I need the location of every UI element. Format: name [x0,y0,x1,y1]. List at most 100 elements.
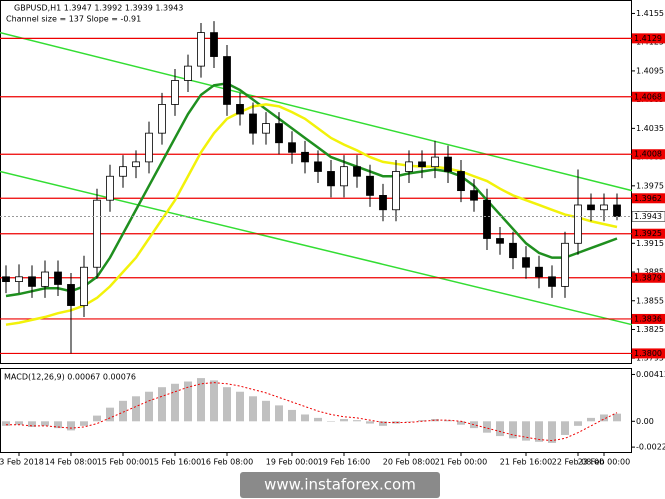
macd-bar [509,421,517,439]
candle-body [210,32,218,57]
candle-body [28,276,36,287]
macd-bar [522,421,530,441]
candle-body [54,271,62,285]
macd-bar [600,414,608,422]
level-tag [632,33,665,44]
x-tick-label: 14 Feb 08:00 [45,458,97,467]
macd-bar [158,387,166,422]
y-tick-label: 1.4155 [636,9,664,18]
macd-bar [80,421,88,426]
y-tick-label: 1.3825 [636,325,664,334]
macd-bar [106,407,114,422]
candle-body [275,123,283,144]
candle-body [392,171,400,211]
macd-bar [2,421,10,426]
macd-bar [561,421,569,435]
candle-body [600,204,608,211]
macd-bar [197,378,205,422]
macd-bar [119,400,127,422]
x-tick-label: 19 Feb 16:00 [318,458,370,467]
candle-body [223,56,231,105]
macd-bar [613,413,621,422]
candle-body [288,142,296,153]
macd-bar [41,421,49,426]
y-tick-label: 1.3975 [636,181,664,190]
candle-body [366,175,374,196]
moving-average [5,103,618,326]
candle-body [262,123,270,134]
level-label: 1.4008 [634,150,662,159]
current-price-tag [631,211,665,222]
macd-bar [392,421,400,424]
macd-bar [314,417,322,422]
macd-bar [301,414,309,422]
level-label: 1.3800 [634,349,662,358]
macd-bar [470,421,478,429]
macd-y-tick-label: -0.00227 [636,443,665,452]
level-tag [632,272,665,283]
x-tick-label: 20 Feb 08:00 [383,458,435,467]
candle-body [444,156,452,172]
moving-average [5,82,618,298]
macd-bar [236,391,244,422]
x-tick-label: 23 Feb 00:00 [578,458,630,467]
macd-panel [0,368,632,453]
candle-body [80,266,88,306]
candle-body [249,113,257,134]
macd-title: MACD(12,26,9) 0.00067 0.00076 [4,373,136,382]
level-tag [632,91,665,102]
x-tick-label: 16 Feb 08:00 [201,458,253,467]
y-tick-label: 1.4035 [636,124,664,133]
level-label: 1.3925 [634,229,662,238]
chart-title: GBPUSD,H1 1.3947 1.3992 1.3939 1.3943 [14,4,183,13]
x-tick-label: 21 Feb 00:00 [435,458,487,467]
macd-bar [535,421,543,442]
macd-bar [275,405,283,422]
macd-bar [574,421,582,426]
candle-body [457,171,465,192]
candle-body [470,190,478,201]
macd-bar [405,421,413,422]
macd-bar [132,396,140,422]
level-label: 1.3879 [634,273,662,282]
candle-body [145,132,153,163]
level-tag [632,313,665,324]
candle-body [327,171,335,187]
candle-body [340,166,348,187]
candle-body [106,175,114,201]
macd-bar [262,400,270,422]
candle-body [119,166,127,177]
macd-bar [366,421,374,424]
watermark: www.instaforex.com [264,476,416,494]
macd-bar [418,420,426,422]
level-tag [632,193,665,204]
candle-body [353,166,361,177]
candle-body [522,257,530,268]
candle-body [2,276,10,282]
x-tick-label: 15 Feb 00:00 [97,458,149,467]
macd-bar [457,421,465,425]
candle-body [379,195,387,211]
candle-body [301,151,309,163]
candle-body [483,199,491,239]
macd-bar [67,421,75,431]
macd-bar [483,421,491,433]
candle-body [574,204,582,244]
x-tick-label: 13 Feb 2018 [0,458,44,467]
candle-body [405,161,413,172]
macd-bar [431,419,439,422]
x-tick-label: 22 Feb 08:00 [552,458,604,467]
macd-bar [496,421,504,437]
candle-body [184,65,192,81]
macd-bar [210,380,218,422]
current-price-label: 1.3943 [634,212,662,221]
candle-body [132,161,140,168]
macd-bar [145,391,153,422]
candle-body [197,32,205,67]
subtitle: Channel size = 137 Slope = -0.91 [6,15,141,24]
candle-body [314,161,322,172]
x-tick-label: 15 Feb 16:00 [149,458,201,467]
candle-body [496,238,504,244]
candle-body [67,284,75,306]
macd-bar [379,421,387,426]
